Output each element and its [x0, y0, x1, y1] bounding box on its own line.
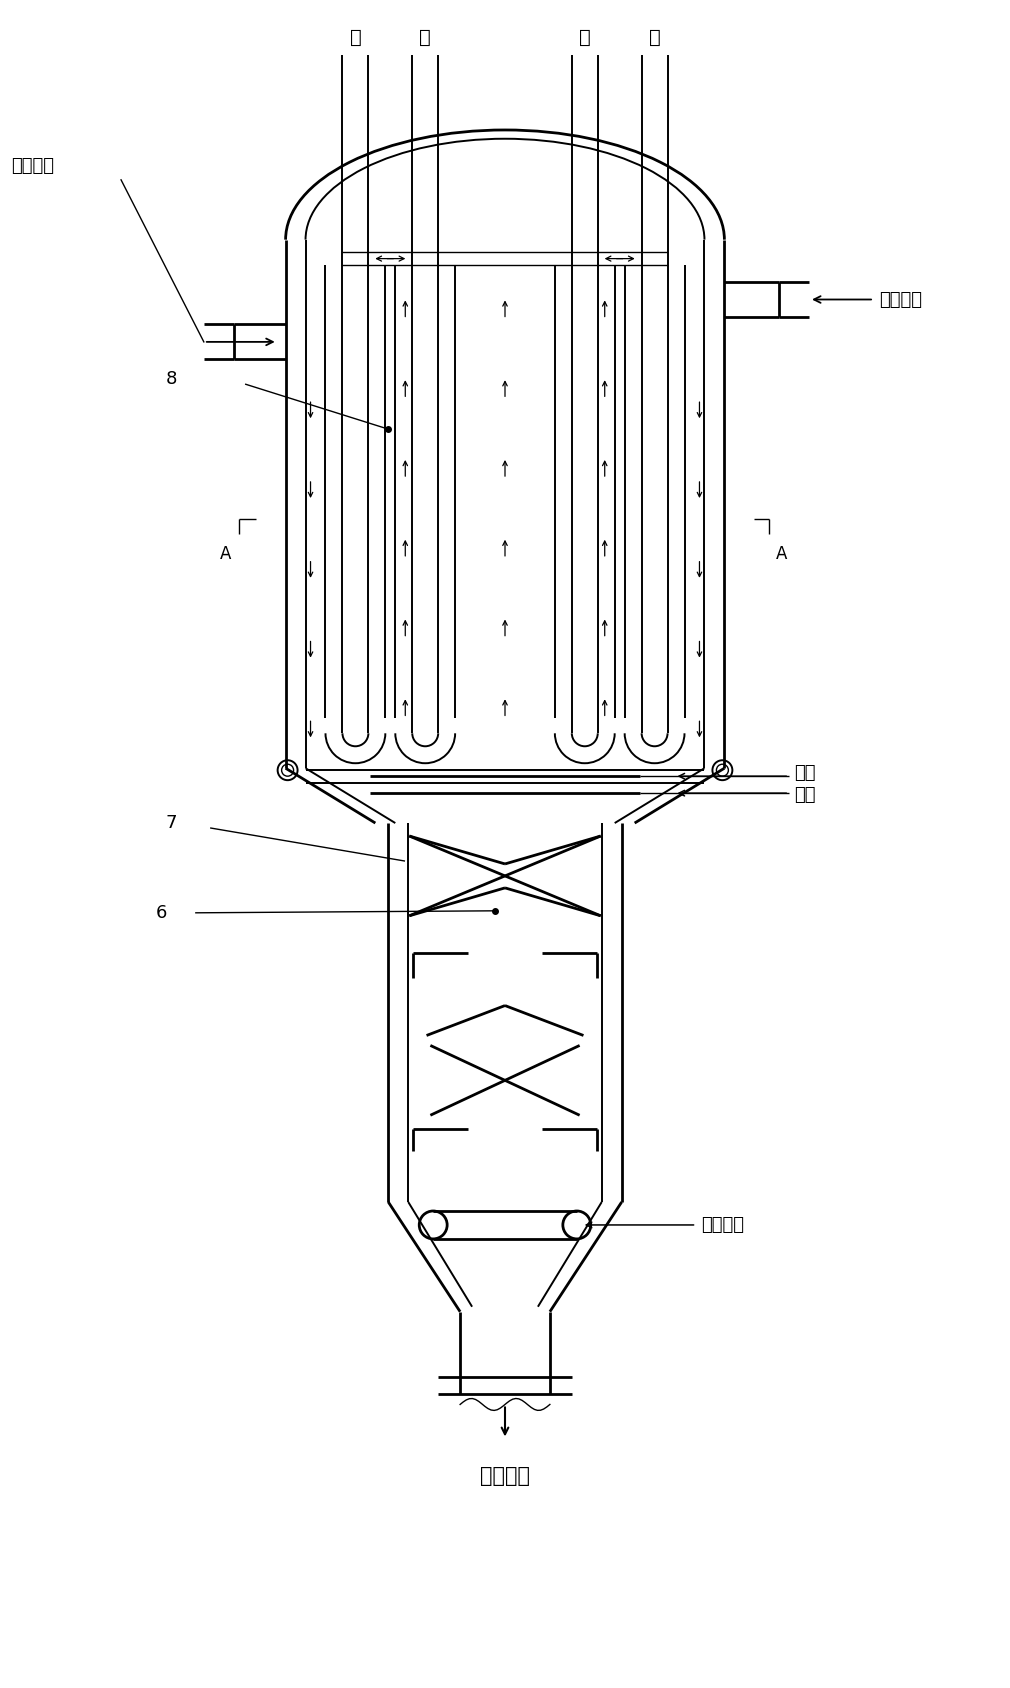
- Text: A: A: [776, 545, 787, 562]
- Text: 空气: 空气: [794, 787, 816, 803]
- Text: 7: 7: [166, 814, 178, 832]
- Text: 热再生剂: 热再生剂: [11, 157, 55, 176]
- Text: A: A: [220, 545, 231, 562]
- Text: 8: 8: [166, 370, 178, 388]
- Text: 汽提介质: 汽提介质: [702, 1215, 744, 1234]
- Text: 水: 水: [648, 29, 661, 47]
- Text: 6: 6: [156, 903, 168, 922]
- Text: 水: 水: [579, 29, 591, 47]
- Text: 空气: 空气: [794, 765, 816, 782]
- Text: 水: 水: [349, 29, 362, 47]
- Text: 水: 水: [419, 29, 431, 47]
- Text: 冷再生剂: 冷再生剂: [480, 1467, 530, 1485]
- Text: 混合气体: 混合气体: [879, 290, 922, 309]
